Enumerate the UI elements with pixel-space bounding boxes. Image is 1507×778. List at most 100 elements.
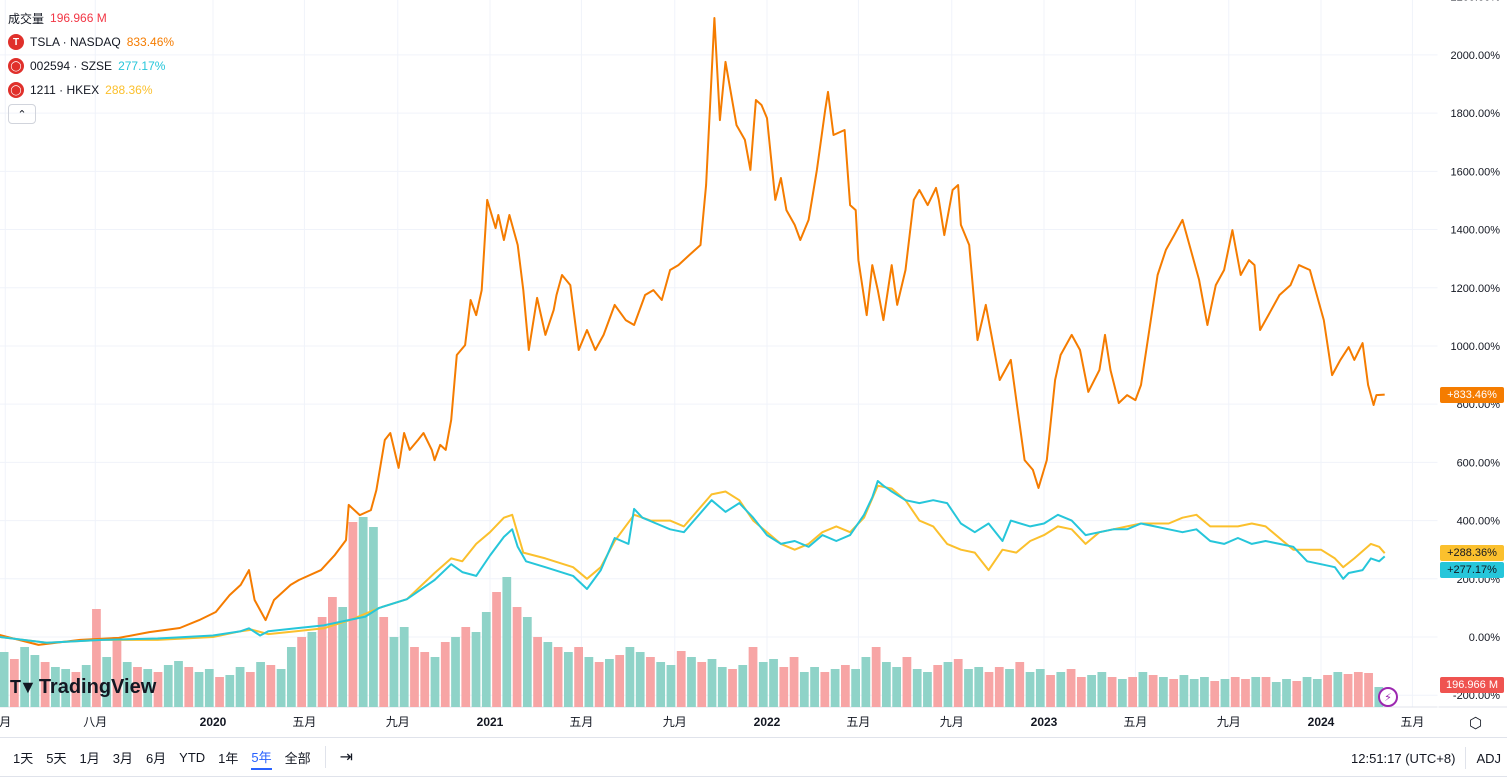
price-tag-szse: +277.17% xyxy=(1440,562,1504,578)
volume-bar xyxy=(379,617,389,707)
volume-bar xyxy=(245,672,255,707)
volume-bar xyxy=(512,607,522,707)
volume-bar xyxy=(266,665,276,707)
volume-bar xyxy=(758,662,768,707)
volume-bar xyxy=(1117,679,1127,707)
volume-bar xyxy=(656,662,666,707)
volume-bar xyxy=(635,652,645,707)
volume-bar xyxy=(1169,679,1179,707)
y-tick-label: 2000.00% xyxy=(1450,50,1500,62)
volume-bar xyxy=(666,665,676,707)
volume-bar xyxy=(553,647,563,707)
volume-bar xyxy=(0,652,9,707)
volume-bar xyxy=(1220,679,1230,707)
volume-bar xyxy=(984,672,994,707)
volume-bar xyxy=(40,662,50,707)
volume-bar xyxy=(286,647,296,707)
range-button-7[interactable]: 5年 xyxy=(251,745,272,770)
series-symbol: 002594 · SZSE xyxy=(30,59,113,73)
chart-canvas[interactable]: -200.00%0.00%200.00%400.00%600.00%800.00… xyxy=(0,0,1507,737)
volume-bar xyxy=(1035,669,1045,707)
x-tick-label: 2021 xyxy=(477,715,504,729)
x-tick-label: 2022 xyxy=(754,715,781,729)
volume-bar xyxy=(892,667,902,707)
volume-bar xyxy=(1189,679,1199,707)
y-tick-label: 2200.00% xyxy=(1450,0,1500,4)
volume-bar xyxy=(851,669,861,707)
volume-bar xyxy=(738,665,748,707)
volume-bar xyxy=(543,642,553,707)
volume-bar xyxy=(707,659,717,707)
range-button-5[interactable]: YTD xyxy=(179,749,206,765)
volume-bar xyxy=(748,647,758,707)
volume-bar xyxy=(1210,681,1220,707)
volume-bar xyxy=(820,672,830,707)
byd-logo-icon: ◯ xyxy=(8,58,24,74)
collapse-legend-button[interactable]: ⌃ xyxy=(8,104,36,124)
y-tick-label: 600.00% xyxy=(1457,457,1501,469)
range-button-2[interactable]: 1月 xyxy=(79,750,100,766)
volume-bar xyxy=(605,659,614,707)
volume-bar xyxy=(235,667,245,707)
volume-bar xyxy=(276,669,286,707)
volume-bar xyxy=(1107,677,1117,707)
legend-series-szse[interactable]: ◯ 002594 · SZSE 277.17% xyxy=(8,54,174,78)
volume-bar xyxy=(964,669,973,707)
volume-bar xyxy=(92,609,101,707)
range-button-8[interactable]: 全部 xyxy=(284,750,311,766)
volume-bar xyxy=(1323,675,1332,707)
x-tick-label: 五月 xyxy=(1123,715,1147,729)
range-button-1[interactable]: 5天 xyxy=(46,750,67,766)
clock[interactable]: 12:51:17 (UTC+8) xyxy=(1351,750,1456,766)
volume-bar xyxy=(646,657,655,707)
x-tick-label: 2024 xyxy=(1308,715,1335,729)
series-value: 288.36% xyxy=(105,83,153,97)
volume-bar xyxy=(882,662,891,707)
price-tag-tsla: +833.46% xyxy=(1440,387,1504,403)
volume-bar xyxy=(348,522,358,707)
volume-bar xyxy=(307,632,317,707)
volume-bar xyxy=(533,637,542,707)
brand-name: TradingView xyxy=(38,676,157,698)
range-button-3[interactable]: 3月 xyxy=(112,750,133,766)
volume-bar xyxy=(676,651,686,707)
volume-bar xyxy=(256,662,265,707)
price-tag-hkex: +288.36% xyxy=(1440,545,1504,561)
volume-bar xyxy=(1097,672,1107,707)
volume-bar xyxy=(502,577,512,707)
legend-series-tsla[interactable]: T TSLA · NASDAQ 833.46% xyxy=(8,30,174,54)
volume-bar xyxy=(81,665,91,707)
goto-date-icon[interactable]: ⇥ xyxy=(339,749,354,766)
lightning-icon[interactable]: ⚡ xyxy=(1378,687,1398,707)
adj-toggle[interactable]: ADJ xyxy=(1476,750,1501,766)
y-tick-label: 1800.00% xyxy=(1450,108,1500,120)
y-tick-label: 0.00% xyxy=(1469,632,1500,644)
x-tick-label: 九月 xyxy=(386,715,410,729)
volume-bar xyxy=(1282,679,1291,707)
volume-bar xyxy=(933,665,943,707)
volume-bar xyxy=(9,659,19,707)
y-tick-label: 1400.00% xyxy=(1450,225,1500,237)
volume-bar xyxy=(1333,672,1343,707)
x-tick-label: 2020 xyxy=(200,715,227,729)
range-button-0[interactable]: 1天 xyxy=(13,750,34,766)
volume-bar xyxy=(912,669,922,707)
volume-bar xyxy=(861,657,871,707)
series-value: 277.17% xyxy=(118,59,166,73)
volume-bar xyxy=(112,637,122,707)
volume-bar xyxy=(717,667,727,707)
volume-bar xyxy=(1302,677,1312,707)
volume-bar xyxy=(225,675,235,707)
volume-bar xyxy=(61,669,71,707)
settings-icon[interactable]: ⬡ xyxy=(1469,715,1483,732)
tradingview-logo[interactable]: T▼ TradingView xyxy=(10,676,156,699)
range-button-6[interactable]: 1年 xyxy=(218,750,239,766)
legend-series-hkex[interactable]: ◯ 1211 · HKEX 288.36% xyxy=(8,78,174,102)
volume-bar xyxy=(1230,677,1240,707)
volume-bar xyxy=(338,607,348,707)
range-button-4[interactable]: 6月 xyxy=(145,750,167,766)
volume-bar xyxy=(1066,669,1076,707)
series-line-tsla xyxy=(0,17,1385,646)
x-tick-label: 八月 xyxy=(83,715,107,729)
volume-bar xyxy=(1353,672,1363,707)
